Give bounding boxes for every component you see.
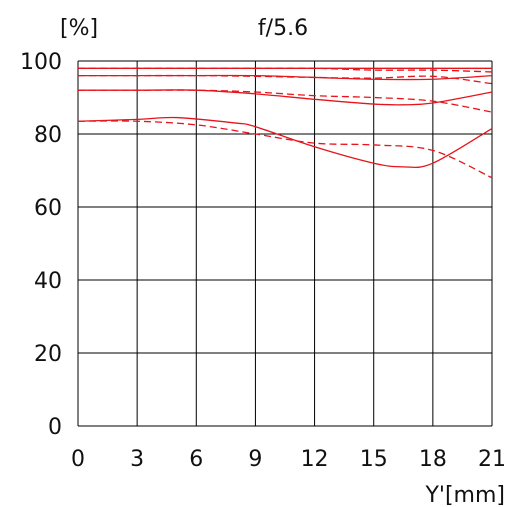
series-line-dashed-6 [78, 89, 493, 113]
x-tick-label: 21 [478, 447, 506, 472]
series-line-dashed-8 [77, 120, 493, 179]
tick-labels: 0 3 6 9 12 15 18 21 0 20 40 60 80 100 [20, 50, 506, 472]
x-tick-label: 15 [360, 447, 388, 472]
y-tick-label: 40 [34, 269, 62, 294]
series-line-solid-7 [77, 116, 493, 169]
series-line-solid-5 [78, 89, 493, 106]
y-tick-label: 20 [34, 342, 62, 367]
x-tick-label: 3 [130, 447, 144, 472]
x-tick-label: 18 [419, 447, 447, 472]
grid [77, 60, 493, 427]
y-axis-unit-label: [%] [60, 16, 98, 41]
x-tick-label: 12 [301, 447, 329, 472]
y-tick-label: 60 [34, 196, 62, 221]
x-tick-label: 9 [248, 447, 262, 472]
x-tick-label: 6 [189, 447, 203, 472]
series-line-solid-3 [77, 74, 493, 81]
y-tick-label: 0 [48, 415, 62, 440]
series-group [77, 67, 493, 179]
chart-title: f/5.6 [258, 16, 308, 41]
x-tick-label: 0 [71, 447, 85, 472]
y-tick-label: 80 [34, 123, 62, 148]
x-axis-unit-label: Y'[mm] [424, 483, 505, 507]
y-tick-label: 100 [20, 50, 62, 75]
